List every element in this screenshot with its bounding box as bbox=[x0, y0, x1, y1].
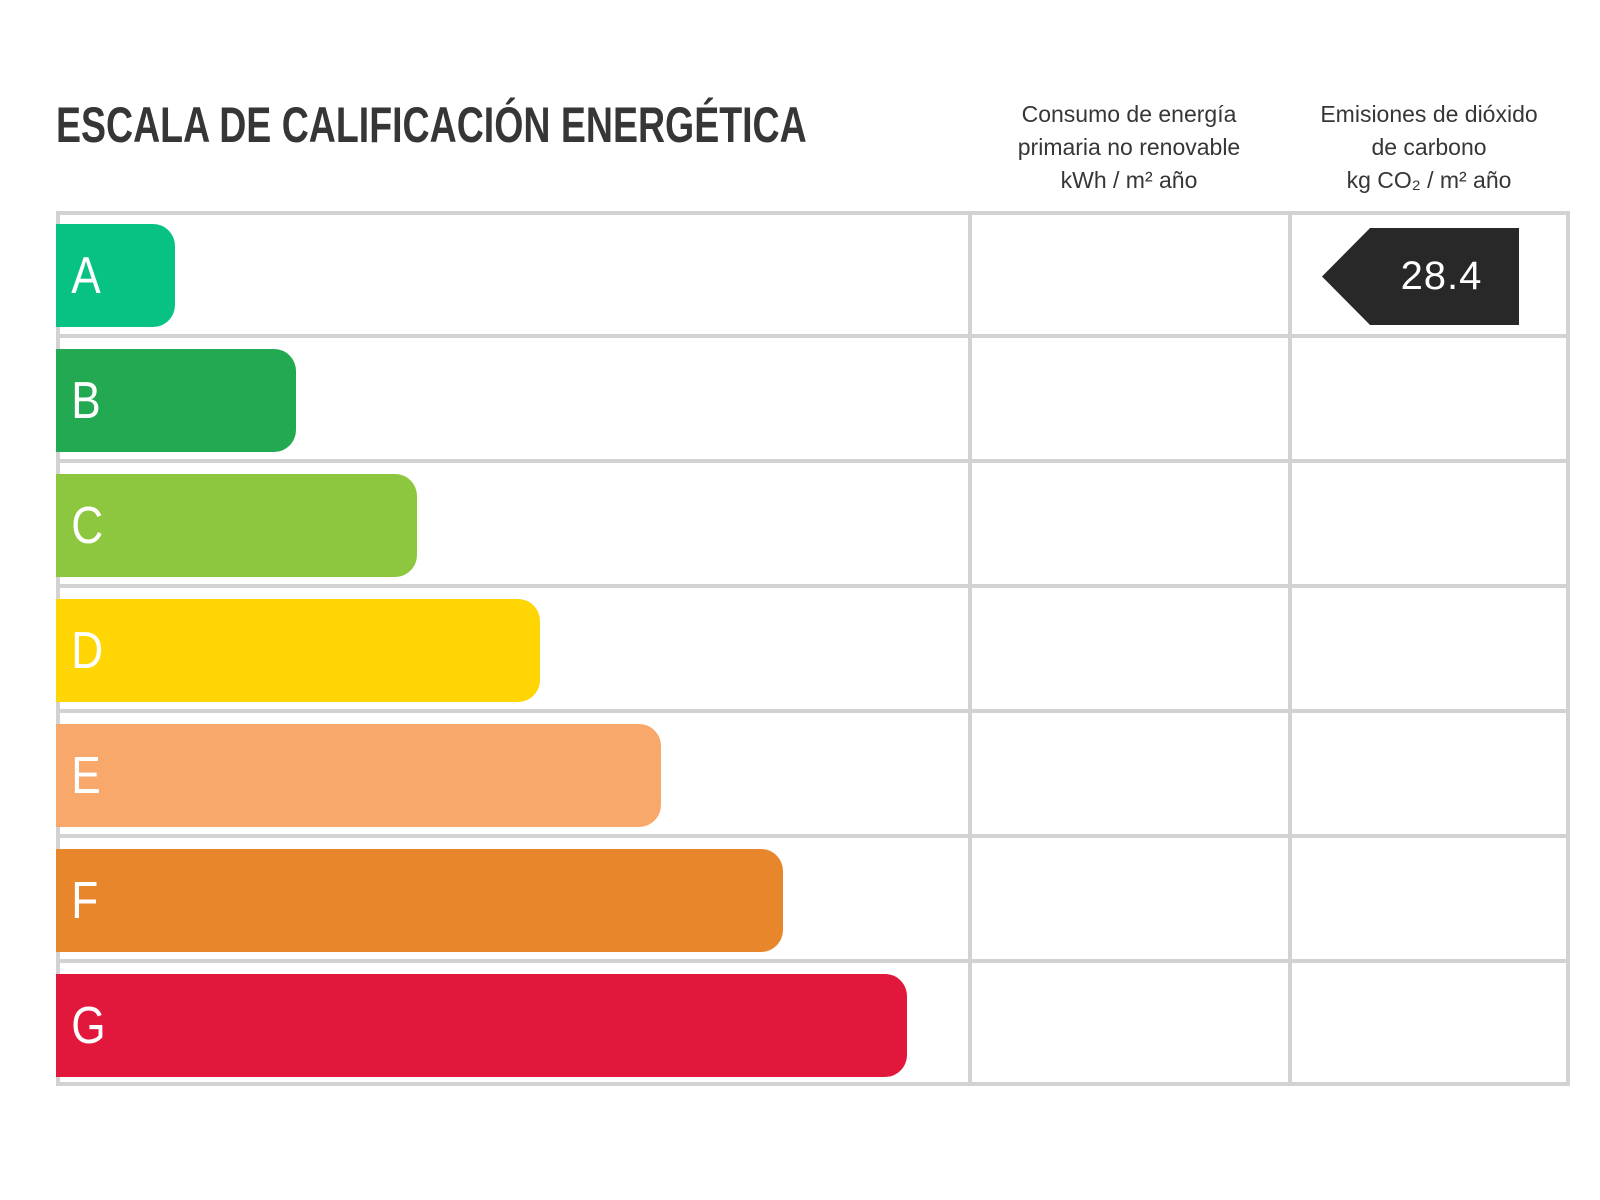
rating-letter-c: C bbox=[71, 496, 104, 555]
emisiones-header-line2: de carbono bbox=[1371, 134, 1487, 160]
page-title: ESCALA DE CALIFICACIÓN ENERGÉTICA bbox=[56, 97, 807, 153]
rating-letter-g: G bbox=[71, 996, 106, 1055]
rating-bar-a: A bbox=[56, 224, 175, 327]
rating-bar-g: G bbox=[56, 974, 907, 1077]
emisiones-header-line1: Emisiones de dióxido bbox=[1320, 101, 1538, 127]
row-separator-e-f bbox=[60, 834, 1566, 838]
rating-bar-f: F bbox=[56, 849, 783, 952]
emisiones-header-units: kg CO₂ / m² año bbox=[1346, 167, 1512, 193]
column-separator-consumo-emisiones bbox=[1288, 215, 1292, 1082]
column-separator-scale-consumo bbox=[968, 215, 972, 1082]
rating-table-grid bbox=[56, 211, 1570, 1086]
rating-letter-f: F bbox=[71, 871, 99, 930]
column-header-emisiones: Emisiones de dióxido de carbono kg CO₂ /… bbox=[1288, 98, 1570, 197]
row-separator-d-e bbox=[60, 709, 1566, 713]
emissions-value-tag: 28.4 bbox=[1322, 228, 1519, 325]
rating-bar-e: E bbox=[56, 724, 661, 827]
consumo-header-line1: Consumo de energía bbox=[1021, 101, 1237, 127]
rating-letter-b: B bbox=[71, 371, 101, 430]
row-separator-a-b bbox=[60, 334, 1566, 338]
rating-letter-d: D bbox=[71, 621, 104, 680]
consumo-header-line2: primaria no renovable bbox=[1017, 134, 1241, 160]
rating-bar-b: B bbox=[56, 349, 296, 452]
row-separator-b-c bbox=[60, 459, 1566, 463]
row-separator-c-d bbox=[60, 584, 1566, 588]
consumo-header-units: kWh / m² año bbox=[1060, 167, 1198, 193]
column-header-consumo: Consumo de energía primaria no renovable… bbox=[970, 98, 1288, 197]
rating-bar-c: C bbox=[56, 474, 417, 577]
rating-bar-d: D bbox=[56, 599, 540, 702]
rating-letter-e: E bbox=[71, 746, 101, 805]
row-separator-f-g bbox=[60, 959, 1566, 963]
emissions-value-text: 28.4 bbox=[1400, 254, 1483, 298]
rating-letter-a: A bbox=[71, 246, 101, 305]
